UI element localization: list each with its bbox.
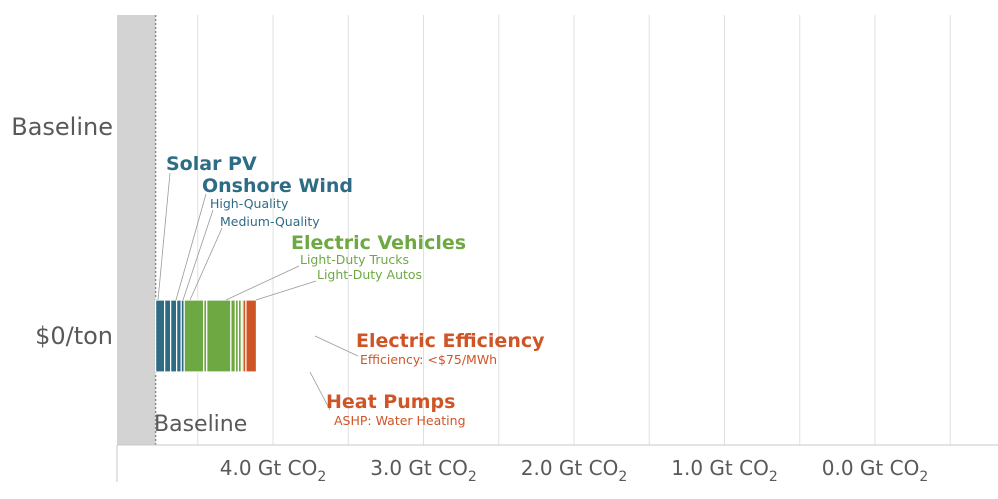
annotation-leaders (157, 172, 359, 411)
x-tick-label: 3.0 Gt CO2 (370, 456, 477, 485)
x-tick-label: 4.0 Gt CO2 (220, 456, 327, 485)
x-tick-label: 1.0 Gt CO2 (671, 456, 778, 485)
leader-line (182, 209, 214, 301)
leader-line (225, 265, 300, 301)
bar-segment-onshore-wind (164, 299, 172, 373)
annotation-electric-vehicles: Electric Vehicles (291, 232, 466, 254)
leader-line (255, 280, 317, 301)
annotation-medium-quality: Medium-Quality (220, 214, 320, 229)
annotation-light-duty-trucks: Light-Duty Trucks (300, 252, 409, 267)
annotation-ashp-water-heating: ASHP: Water Heating (334, 413, 466, 428)
bar-segment-solar-pv (155, 299, 166, 373)
bar-segment-electric-vehicles (206, 299, 232, 373)
annotation-solar-pv: Solar PV (166, 153, 257, 175)
bar-segment-onshore-wind (170, 299, 178, 373)
x-tick-label: 2.0 Gt CO2 (521, 456, 628, 485)
leader-line (314, 335, 359, 357)
leader-line (189, 227, 223, 301)
annotation-onshore-wind: Onshore Wind (202, 175, 353, 197)
x-axis-ticks: 4.0 Gt CO2 3.0 Gt CO2 2.0 Gt CO2 1.0 Gt CO2… (220, 456, 929, 485)
leader-line (175, 193, 207, 301)
y-category-zero-price: $0/ton (35, 322, 113, 350)
leader-line (157, 172, 171, 301)
gridlines (122, 15, 951, 445)
baseline-band (117, 15, 156, 445)
bar-segment-onshore-wind (176, 299, 182, 373)
annotation-efficiency-75-mwh: Efficiency: <$75/MWh (360, 352, 497, 367)
y-category-baseline: Baseline (11, 113, 113, 141)
leader-line (309, 371, 331, 411)
annotation-electric-efficiency: Electric Efficiency (356, 330, 545, 352)
bar-segment-electric-vehicles (230, 299, 236, 373)
annotation-light-duty-autos: Light-Duty Autos (317, 267, 422, 282)
annotation-high-quality: High-Quality (210, 196, 289, 211)
bar-segment-heat-pumps (245, 299, 258, 373)
x-tick-label: 0.0 Gt CO2 (822, 456, 929, 485)
bar-segment-electric-vehicles (183, 299, 205, 373)
annotation-heat-pumps: Heat Pumps (326, 391, 455, 413)
baseline-label: Baseline (154, 412, 247, 437)
stacked-bar (155, 299, 258, 373)
